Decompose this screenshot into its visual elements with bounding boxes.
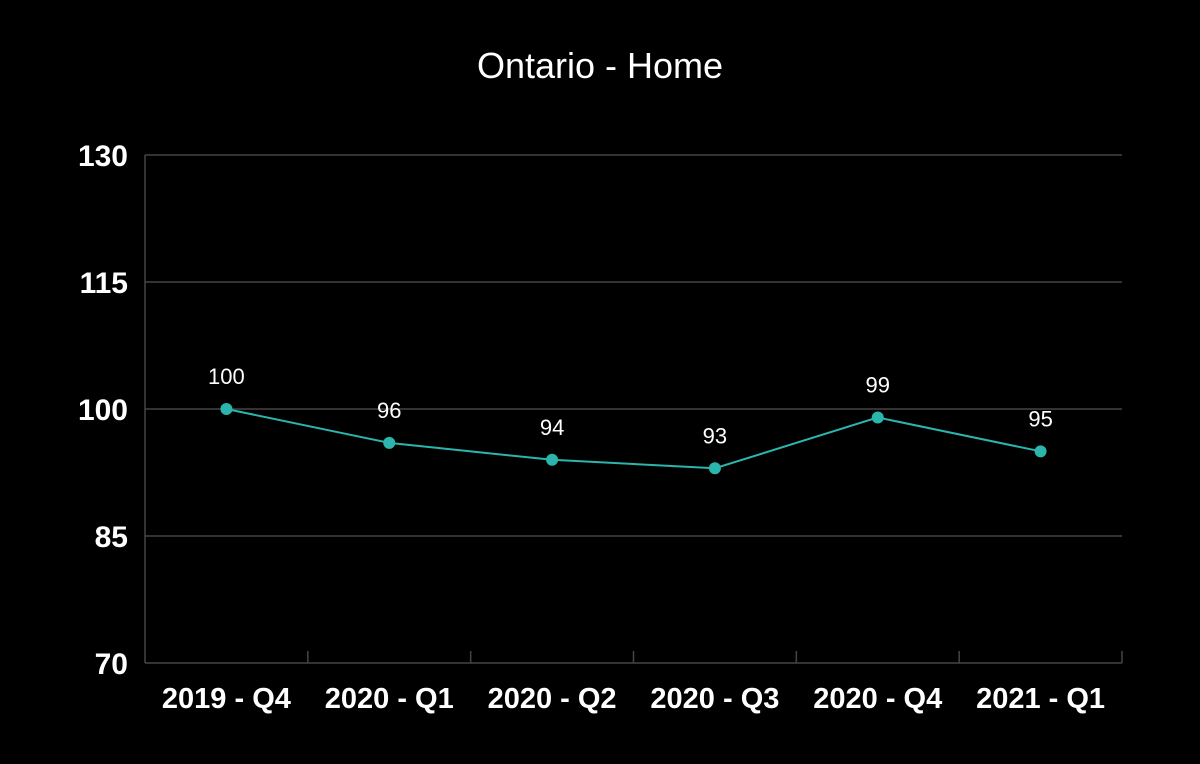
data-point	[220, 403, 233, 415]
x-tick-label: 2021 - Q1	[976, 683, 1105, 715]
series-line-path	[226, 408, 1041, 470]
y-tick-label: 100	[78, 394, 128, 427]
y-tick-labels: 70 85 100 115 130	[78, 140, 128, 681]
data-point	[546, 453, 559, 466]
y-tick-label: 115	[80, 267, 128, 300]
y-tick-label: 85	[95, 521, 128, 554]
data-label: 99	[866, 372, 890, 397]
data-label: 96	[377, 398, 401, 423]
gridlines	[145, 154, 1122, 537]
data-label: 93	[703, 423, 727, 448]
x-tick-label: 2020 - Q2	[488, 683, 617, 715]
data-labels: 100 96 94 93 99 95	[208, 364, 1053, 448]
axes	[144, 155, 1123, 664]
data-point	[708, 462, 721, 475]
chart-title: Ontario - Home	[477, 45, 723, 86]
x-tick-labels: 2019 - Q4 2020 - Q1 2020 - Q2 2020 - Q3 2020…	[162, 683, 1105, 715]
y-tick-label: 130	[78, 140, 128, 173]
data-point	[871, 411, 884, 424]
data-point	[383, 436, 396, 449]
series-markers	[220, 403, 1047, 475]
data-label: 95	[1028, 406, 1052, 431]
data-point	[1034, 445, 1047, 458]
y-tick-label: 70	[95, 648, 128, 681]
x-tick-label: 2020 - Q4	[813, 683, 942, 715]
x-tick-label: 2020 - Q1	[325, 683, 454, 715]
x-tick-label: 2020 - Q3	[650, 683, 779, 715]
data-label: 94	[540, 415, 564, 440]
data-label: 100	[208, 364, 245, 389]
series-line	[226, 408, 1041, 470]
x-tick-label: 2019 - Q4	[162, 683, 291, 715]
